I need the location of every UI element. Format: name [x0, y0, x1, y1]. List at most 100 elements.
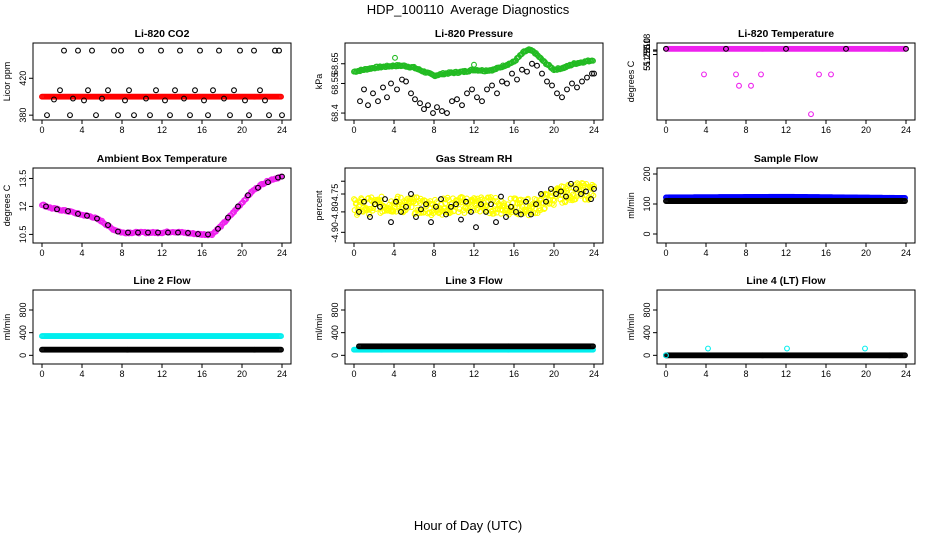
x-tick-label: 24	[901, 369, 911, 379]
data-point	[469, 86, 475, 93]
data-point	[84, 212, 90, 219]
data-point	[408, 90, 414, 97]
data-point	[578, 191, 584, 197]
panel-title: Gas Stream RH	[436, 153, 512, 165]
x-tick-label: 12	[781, 125, 791, 135]
data-point	[903, 45, 909, 52]
data-point	[266, 112, 272, 119]
data-point	[61, 47, 67, 54]
x-axis-label: Hour of Day (UTC)	[413, 518, 523, 533]
data-point	[235, 203, 241, 210]
y-tick-label: 10.5	[18, 226, 28, 244]
data-point	[843, 45, 849, 52]
data-point	[197, 47, 203, 54]
data-point	[181, 95, 187, 102]
data-point	[177, 47, 183, 54]
y-tick-label: 0	[642, 353, 652, 358]
data-point	[225, 214, 231, 221]
data-point	[453, 201, 459, 208]
panel-title: Li-820 Temperature	[738, 28, 834, 40]
data-point	[413, 214, 419, 220]
data-point	[569, 80, 575, 87]
y-axis-label: ml/min	[626, 192, 636, 219]
data-point	[99, 95, 105, 102]
x-tick-label: 20	[861, 125, 871, 135]
data-point	[543, 198, 549, 205]
data-point	[477, 208, 483, 215]
data-point	[519, 66, 525, 73]
data-point	[828, 71, 834, 78]
data-point	[122, 97, 128, 104]
data-point	[473, 224, 479, 231]
x-tick-label: 16	[197, 125, 207, 135]
data-point	[538, 191, 544, 197]
y-tick-label: 68.4	[330, 104, 340, 122]
data-point	[455, 209, 462, 216]
data-point	[479, 196, 486, 203]
data-point	[408, 204, 415, 211]
x-tick-label: 16	[509, 369, 519, 379]
data-point	[275, 174, 281, 181]
data-point	[758, 71, 764, 78]
data-point	[111, 47, 117, 54]
data-point	[591, 70, 597, 77]
data-point	[513, 208, 519, 215]
data-point	[533, 201, 539, 208]
page-title: HDP_100110 Average Diagnostics	[366, 2, 570, 17]
data-point	[471, 195, 477, 202]
data-point	[489, 82, 495, 89]
data-point	[403, 203, 409, 210]
y-tick-label: 0	[642, 231, 652, 236]
data-point	[568, 180, 574, 187]
data-point	[403, 78, 409, 85]
data-point	[479, 98, 485, 105]
data-point	[902, 198, 908, 204]
data-point	[579, 78, 585, 85]
data-points	[39, 47, 285, 119]
x-tick-label: 4	[79, 369, 84, 379]
data-point	[278, 93, 284, 100]
y-tick-label: 400	[330, 325, 340, 340]
x-tick-label: 0	[351, 369, 356, 379]
data-point	[572, 196, 579, 203]
panel-2: Li-820 Pressure kPa 0 4 8 12 16 20 24 68.4 68.5568…	[314, 28, 604, 135]
x-tick-label: 4	[391, 369, 396, 379]
y-axis-label: degrees C	[626, 60, 636, 102]
data-point	[115, 228, 121, 235]
data-point	[195, 231, 201, 237]
data-point	[504, 80, 510, 87]
data-point	[125, 229, 131, 236]
x-tick-label: 20	[549, 369, 559, 379]
data-point	[723, 45, 729, 52]
data-point	[81, 97, 87, 104]
x-tick-label: 16	[509, 248, 519, 258]
x-tick-label: 20	[549, 248, 559, 258]
x-tick-label: 20	[861, 369, 871, 379]
data-point	[705, 345, 711, 352]
data-point	[417, 100, 423, 107]
y-tick-label: -4.75	[330, 184, 340, 205]
data-point	[251, 47, 257, 54]
data-point	[75, 210, 81, 217]
y-axis-label: ml/min	[314, 314, 324, 341]
data-point	[167, 112, 173, 119]
x-tick-label: 12	[157, 248, 167, 258]
x-tick-label: 4	[703, 248, 708, 258]
data-point	[559, 94, 565, 101]
data-point	[388, 80, 394, 87]
data-point	[51, 96, 57, 103]
data-points	[663, 193, 908, 204]
x-tick-label: 20	[237, 125, 247, 135]
data-point	[377, 203, 383, 210]
data-point	[509, 70, 515, 77]
y-tick-label: 800	[642, 302, 652, 317]
y-tick-label: 200	[642, 166, 652, 181]
data-point	[541, 205, 548, 212]
x-tick-label: 16	[509, 125, 519, 135]
data-point	[748, 82, 754, 89]
data-point	[544, 78, 550, 85]
x-tick-label: 0	[351, 248, 356, 258]
panel-1: Li-820 CO2 Licor ppm 0 4 8 12 16 20 24 380 420	[2, 28, 292, 135]
data-points	[39, 173, 285, 239]
data-point	[425, 102, 431, 109]
